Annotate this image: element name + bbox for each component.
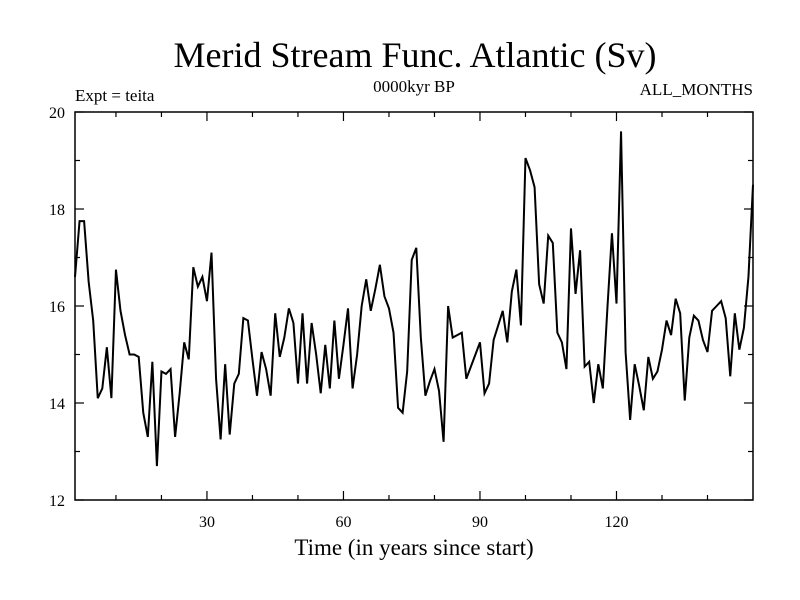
- x-tick-label: 30: [199, 514, 215, 531]
- x-tick-label: 60: [335, 514, 351, 531]
- tick-labels: 30 60 90 120 12 14 16 18 20: [49, 105, 628, 531]
- x-tick-label: 90: [472, 514, 488, 531]
- subtitle-period: 0000kyr BP: [373, 77, 455, 96]
- y-tick-label: 14: [49, 396, 65, 413]
- x-axis-label: Time (in years since start): [294, 535, 533, 560]
- plot-frame: [74, 111, 754, 501]
- subtitle-months: ALL_MONTHS: [640, 80, 753, 99]
- y-tick-label: 12: [49, 493, 65, 510]
- y-tick-label: 18: [49, 202, 65, 219]
- y-tick-label: 16: [49, 299, 65, 316]
- series-line: [74, 131, 754, 467]
- y-tick-label: 20: [49, 105, 65, 122]
- chart-title: Merid Stream Func. Atlantic (Sv): [174, 35, 657, 75]
- subtitle-experiment: Expt = teita: [75, 86, 155, 105]
- axis-ticks: [75, 111, 753, 501]
- x-tick-label: 120: [604, 514, 628, 531]
